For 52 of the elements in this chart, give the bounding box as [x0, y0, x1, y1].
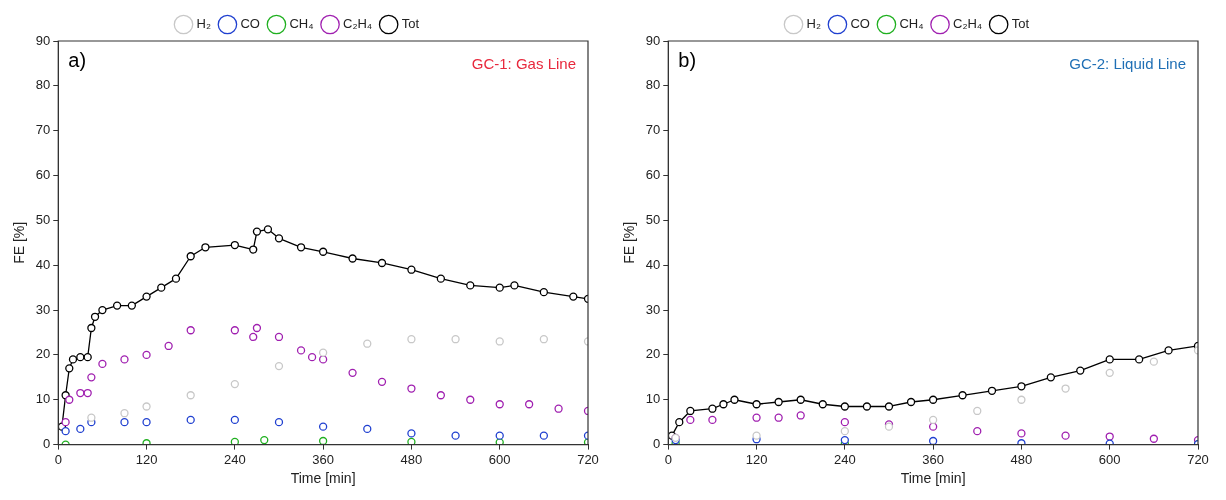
annotation: GC-1: Gas Line: [471, 54, 576, 72]
y-tick-label: 40: [35, 256, 51, 272]
y-tick-label: 30: [645, 301, 661, 317]
y-tick-label: 20: [645, 346, 661, 362]
legend-label: Tot: [1011, 16, 1030, 32]
y-tick-label: 80: [645, 77, 661, 93]
x-tick-label: 360: [922, 451, 944, 467]
x-tick-label: 360: [312, 451, 334, 467]
annotation: a): [68, 48, 87, 71]
y-tick-label: 20: [35, 346, 51, 362]
legend-label: CH₄: [289, 16, 314, 32]
x-tick-label: 600: [488, 451, 511, 467]
y-tick-label: 90: [645, 32, 661, 48]
y-tick-label: 60: [645, 167, 661, 183]
y-tick-label: 80: [35, 77, 51, 93]
x-tick-label: 120: [745, 451, 768, 467]
legend-label: CO: [240, 16, 260, 32]
y-tick-label: 70: [645, 122, 661, 138]
legend-label: H₂: [806, 16, 821, 32]
x-tick-label: 720: [577, 451, 599, 467]
annotation: GC-2: Liquid Line: [1069, 54, 1186, 72]
legend-label: H₂: [196, 16, 211, 32]
y-tick-label: 40: [645, 256, 661, 272]
x-tick-label: 720: [1187, 451, 1209, 467]
annotation: b): [678, 48, 697, 71]
x-tick-label: 0: [664, 451, 672, 467]
x-tick-label: 480: [1010, 451, 1033, 467]
y-tick-label: 50: [645, 211, 661, 227]
legend-label: Tot: [401, 16, 420, 32]
legend-label: C₂H₄: [343, 16, 373, 32]
y-tick-label: 90: [35, 32, 51, 48]
x-tick-label: 0: [54, 451, 62, 467]
y-tick-label: 70: [35, 122, 51, 138]
y-tick-label: 30: [35, 301, 51, 317]
y-axis-title: FE [%]: [621, 221, 638, 264]
legend-label: CO: [850, 16, 870, 32]
x-tick-label: 240: [223, 451, 246, 467]
y-axis-title: FE [%]: [11, 221, 28, 264]
x-tick-label: 240: [833, 451, 856, 467]
x-tick-label: 120: [135, 451, 158, 467]
legend-label: C₂H₄: [953, 16, 983, 32]
y-tick-label: 0: [43, 436, 51, 452]
y-tick-label: 60: [35, 167, 51, 183]
y-tick-label: 10: [645, 391, 661, 407]
x-tick-label: 600: [1098, 451, 1121, 467]
x-axis-title: Time [min]: [900, 470, 966, 487]
x-tick-label: 480: [400, 451, 423, 467]
y-tick-label: 0: [653, 436, 661, 452]
legend-label: CH₄: [899, 16, 924, 32]
y-tick-label: 10: [35, 391, 51, 407]
x-axis-title: Time [min]: [290, 470, 356, 487]
y-tick-label: 50: [35, 211, 51, 227]
